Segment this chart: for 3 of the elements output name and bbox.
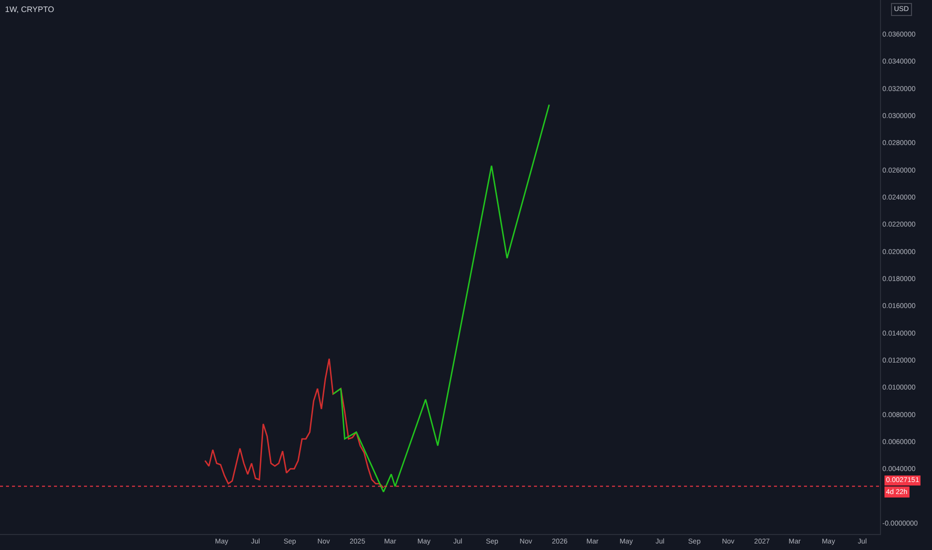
line-series xyxy=(204,358,384,488)
text: 1W, CRYPTO xyxy=(5,5,54,14)
line-series xyxy=(332,104,550,493)
